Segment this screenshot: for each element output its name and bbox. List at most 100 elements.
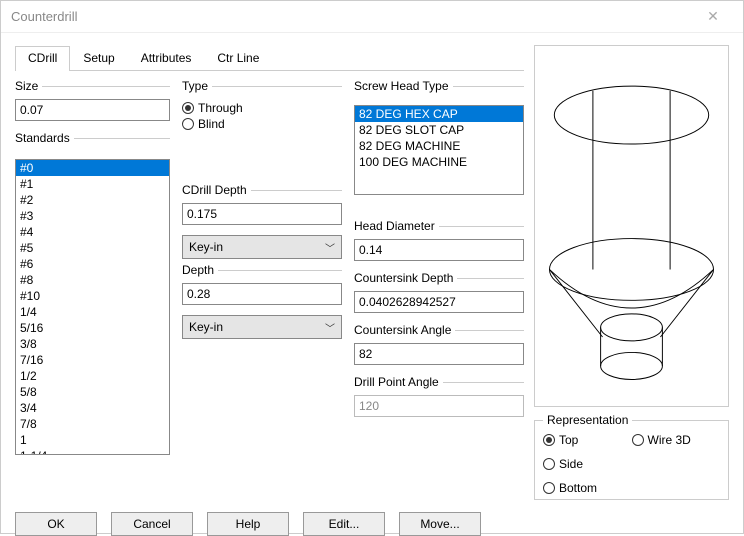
representation-legend: Representation — [543, 413, 632, 427]
standards-item[interactable]: #6 — [16, 256, 169, 272]
depth-mode-value: Key-in — [189, 320, 223, 334]
standards-item[interactable]: 1/4 — [16, 304, 169, 320]
standards-item[interactable]: #10 — [16, 288, 169, 304]
col-size-standards: Size Standards #0#1#2#3#4#5#6#8#101/45/1… — [15, 75, 170, 455]
standards-legend: Standards — [15, 131, 74, 145]
cdrill-depth-mode-select[interactable]: Key-in ﹀ — [182, 235, 342, 259]
standards-group: Standards — [15, 131, 170, 151]
screw-head-item[interactable]: 82 DEG HEX CAP — [355, 106, 523, 122]
depth-mode-select[interactable]: Key-in ﹀ — [182, 315, 342, 339]
rep-wire3d-radio[interactable]: Wire 3D — [632, 433, 721, 447]
countersink-depth-input[interactable] — [354, 291, 524, 313]
depth-input[interactable] — [182, 283, 342, 305]
left-column: CDrill Setup Attributes Ctr Line Size St… — [15, 45, 524, 500]
window-title: Counterdrill — [11, 9, 693, 24]
standards-item[interactable]: 5/16 — [16, 320, 169, 336]
standards-item[interactable]: #2 — [16, 192, 169, 208]
cdrill-depth-group: CDrill Depth — [182, 183, 342, 225]
cdrill-depth-input[interactable] — [182, 203, 342, 225]
counterdrill-dialog: Counterdrill ✕ CDrill Setup Attributes C… — [0, 0, 744, 534]
col-screw: Screw Head Type 82 DEG HEX CAP82 DEG SLO… — [354, 75, 524, 455]
close-icon[interactable]: ✕ — [693, 8, 733, 25]
standards-item[interactable]: #1 — [16, 176, 169, 192]
standards-item[interactable]: #3 — [16, 208, 169, 224]
radio-icon — [543, 458, 555, 470]
drill-point-angle-group: Drill Point Angle — [354, 375, 524, 417]
countersink-depth-group: Countersink Depth — [354, 271, 524, 313]
radio-icon — [182, 118, 194, 130]
radio-icon — [632, 434, 644, 446]
standards-item[interactable]: #8 — [16, 272, 169, 288]
screw-head-item[interactable]: 100 DEG MACHINE — [355, 154, 523, 170]
size-group: Size — [15, 79, 170, 121]
standards-item[interactable]: #0 — [16, 160, 169, 176]
standards-listbox[interactable]: #0#1#2#3#4#5#6#8#101/45/163/87/161/25/83… — [15, 159, 170, 455]
edit-button[interactable]: Edit... — [303, 512, 385, 536]
help-button[interactable]: Help — [207, 512, 289, 536]
chevron-down-icon: ﹀ — [325, 320, 335, 335]
preview-svg — [535, 46, 728, 406]
standards-item[interactable]: #4 — [16, 224, 169, 240]
cdrill-depth-mode-value: Key-in — [189, 240, 223, 254]
drill-point-angle-input — [354, 395, 524, 417]
type-legend: Type — [182, 79, 212, 93]
standards-item[interactable]: 1/2 — [16, 368, 169, 384]
type-blind-radio[interactable]: Blind — [182, 117, 342, 131]
type-through-label: Through — [198, 101, 243, 115]
screw-head-item[interactable]: 82 DEG MACHINE — [355, 138, 523, 154]
screw-head-item[interactable]: 82 DEG SLOT CAP — [355, 122, 523, 138]
cancel-button[interactable]: Cancel — [111, 512, 193, 536]
tab-attributes[interactable]: Attributes — [128, 46, 205, 71]
type-through-radio[interactable]: Through — [182, 101, 342, 115]
standards-item[interactable]: 7/8 — [16, 416, 169, 432]
tab-strip: CDrill Setup Attributes Ctr Line — [15, 45, 524, 71]
representation-group: Representation Top Wire 3D Side — [534, 413, 729, 500]
col-type-depth: Type Through Blind CDrill Depth — [182, 75, 342, 455]
rep-bottom-radio[interactable]: Bottom — [543, 481, 632, 495]
head-diameter-legend: Head Diameter — [354, 219, 439, 233]
standards-item[interactable]: 3/4 — [16, 400, 169, 416]
standards-item[interactable]: 3/8 — [16, 336, 169, 352]
ok-button[interactable]: OK — [15, 512, 97, 536]
drill-point-angle-legend: Drill Point Angle — [354, 375, 443, 389]
countersink-angle-legend: Countersink Angle — [354, 323, 455, 337]
head-diameter-group: Head Diameter — [354, 219, 524, 261]
standards-item[interactable]: 1 — [16, 432, 169, 448]
screw-head-type-group: Screw Head Type — [354, 79, 524, 99]
tab-cdrill[interactable]: CDrill — [15, 46, 70, 71]
preview-pane — [534, 45, 729, 407]
dialog-content: CDrill Setup Attributes Ctr Line Size St… — [1, 33, 743, 508]
countersink-angle-group: Countersink Angle — [354, 323, 524, 365]
type-group: Type Through Blind — [182, 79, 342, 133]
standards-item[interactable]: 7/16 — [16, 352, 169, 368]
depth-group: Depth — [182, 263, 342, 305]
standards-item[interactable]: 1-1/4 — [16, 448, 169, 455]
panel-row: Size Standards #0#1#2#3#4#5#6#8#101/45/1… — [15, 75, 524, 455]
tab-setup[interactable]: Setup — [70, 46, 127, 71]
radio-icon — [543, 482, 555, 494]
radio-icon — [543, 434, 555, 446]
head-diameter-input[interactable] — [354, 239, 524, 261]
standards-item[interactable]: 5/8 — [16, 384, 169, 400]
move-button[interactable]: Move... — [399, 512, 481, 536]
countersink-depth-legend: Countersink Depth — [354, 271, 457, 285]
cdrill-depth-legend: CDrill Depth — [182, 183, 251, 197]
size-input[interactable] — [15, 99, 170, 121]
right-column: Representation Top Wire 3D Side — [534, 45, 729, 500]
radio-icon — [182, 102, 194, 114]
screw-head-type-listbox[interactable]: 82 DEG HEX CAP82 DEG SLOT CAP82 DEG MACH… — [354, 105, 524, 195]
titlebar: Counterdrill ✕ — [1, 1, 743, 33]
rep-side-label: Side — [559, 457, 583, 471]
standards-item[interactable]: #5 — [16, 240, 169, 256]
rep-top-radio[interactable]: Top — [543, 433, 632, 447]
button-row: OK Cancel Help Edit... Move... — [1, 508, 743, 536]
rep-top-label: Top — [559, 433, 578, 447]
rep-wire3d-label: Wire 3D — [648, 433, 691, 447]
tab-ctr-line[interactable]: Ctr Line — [204, 46, 272, 71]
chevron-down-icon: ﹀ — [325, 240, 335, 255]
countersink-angle-input[interactable] — [354, 343, 524, 365]
rep-bottom-label: Bottom — [559, 481, 597, 495]
rep-side-radio[interactable]: Side — [543, 457, 632, 471]
screw-head-type-legend: Screw Head Type — [354, 79, 453, 93]
size-legend: Size — [15, 79, 42, 93]
